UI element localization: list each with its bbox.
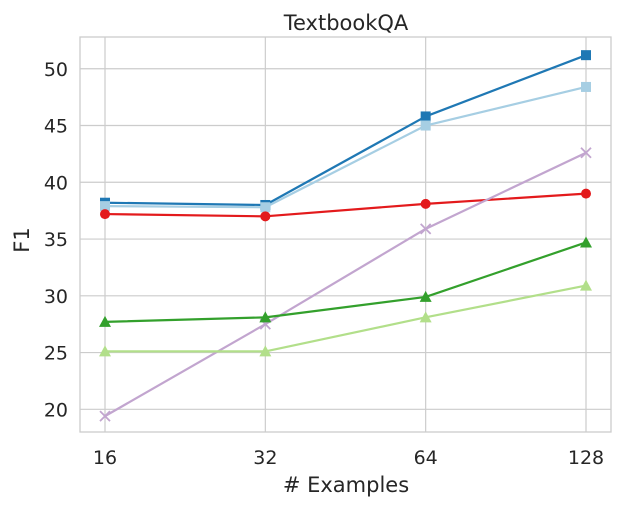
data-point-triangle [419, 311, 432, 323]
y-tick-label: 35 [44, 229, 68, 251]
data-point-square [581, 50, 591, 61]
data-point-triangle [419, 290, 432, 302]
x-tick-label: 32 [253, 447, 277, 469]
y-tick-label: 45 [44, 116, 68, 138]
data-point-triangle [99, 345, 111, 357]
series-2 [100, 81, 591, 213]
x-axis-label: # Examples [283, 473, 409, 497]
data-point-x [99, 410, 111, 422]
series-line [104, 54, 587, 207]
series-line [104, 192, 587, 218]
data-point-triangle [259, 345, 272, 357]
series-line [104, 85, 587, 209]
series-line [104, 241, 587, 323]
data-point-circle [581, 188, 591, 199]
grid [80, 37, 611, 432]
y-tick-label: 25 [44, 343, 68, 365]
data-point-triangle [580, 236, 592, 248]
data-point-triangle [99, 315, 111, 327]
series-3 [100, 188, 591, 222]
series-4 [99, 147, 592, 422]
x-tick-label: 16 [93, 447, 117, 469]
data-point-square [260, 202, 271, 213]
x-tick-label: 128 [568, 447, 604, 469]
data-point-square [100, 201, 110, 212]
data-point-triangle [259, 311, 272, 323]
series-line [105, 284, 587, 353]
plot-frame [79, 36, 612, 433]
y-tick-label: 30 [44, 286, 68, 308]
x-tick-label: 64 [414, 447, 438, 469]
data-point-circle [420, 198, 431, 209]
y-tick-label: 20 [44, 399, 68, 421]
series-6 [99, 279, 592, 357]
data-point-circle [100, 209, 110, 220]
data-point-x [580, 147, 592, 159]
y-axis-label: F1 [10, 227, 34, 252]
data-point-square [581, 81, 591, 92]
data-point-x [420, 223, 432, 235]
data-point-square [420, 111, 431, 122]
data-point-triangle [580, 279, 592, 291]
y-tick-label: 40 [44, 172, 68, 194]
y-tick-label: 50 [44, 59, 68, 81]
series-5 [99, 236, 592, 327]
series-group [99, 50, 592, 422]
series-line [104, 151, 587, 418]
chart-title: TextbookQA [283, 11, 409, 35]
data-point-circle [260, 211, 271, 222]
tick-labels: 16 32 64 128 20 25 30 35 40 45 50 [44, 59, 604, 469]
data-point-square [420, 120, 431, 131]
